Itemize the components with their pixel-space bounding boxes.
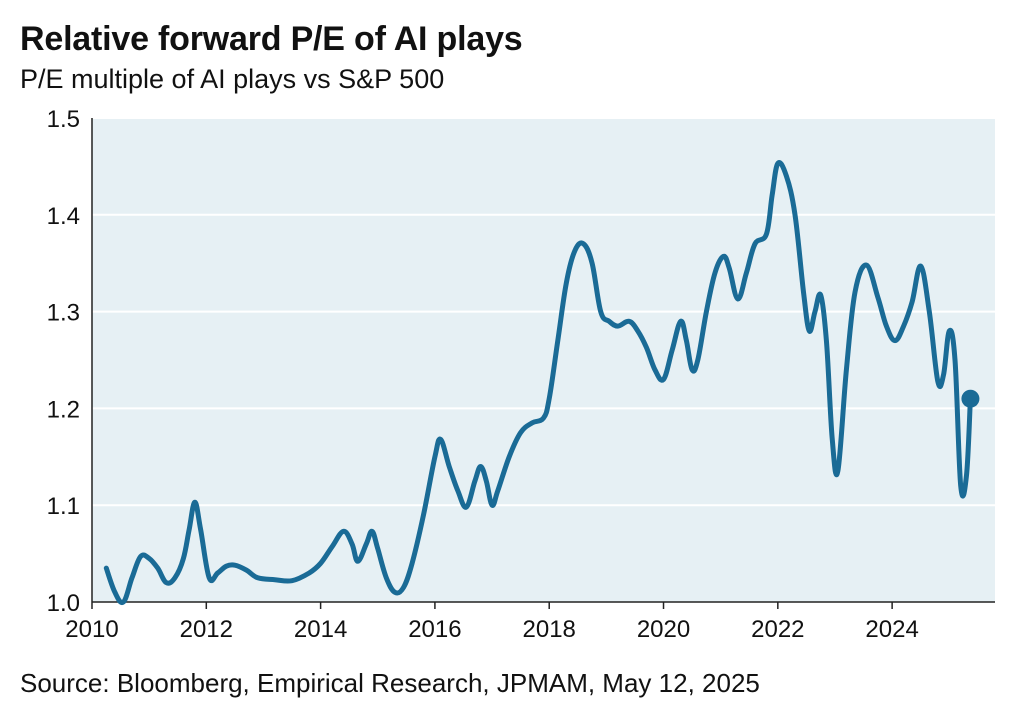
source-note: Source: Bloomberg, Empirical Research, J… xyxy=(20,668,760,698)
chart-subtitle: P/E multiple of AI plays vs S&P 500 xyxy=(20,64,445,94)
y-axis-tick-labels: 1.0 1.1 1.2 1.3 1.4 1.5 xyxy=(47,106,80,617)
x-tick-label: 2022 xyxy=(751,616,804,643)
series-line xyxy=(103,160,973,606)
x-tick-label: 2018 xyxy=(523,616,576,643)
x-tick-label: 2014 xyxy=(294,616,347,643)
x-tick-label: 2010 xyxy=(65,616,118,643)
x-tick-label: 2024 xyxy=(865,616,918,643)
series-end-marker xyxy=(961,389,980,408)
y-tick-label: 1.4 xyxy=(47,203,80,230)
y-tick-label: 1.3 xyxy=(47,300,80,327)
y-tick-label: 1.5 xyxy=(47,106,80,133)
x-axis-tick-labels: 2010 2012 2014 2016 2018 2020 2022 2024 xyxy=(65,616,919,643)
plot-area xyxy=(92,118,995,602)
y-tick-label: 1.1 xyxy=(47,493,80,520)
chart-title: Relative forward P/E of AI plays xyxy=(20,20,523,58)
x-tick-label: 2020 xyxy=(637,616,690,643)
x-tick-label: 2012 xyxy=(180,616,233,643)
x-tick-label: 2016 xyxy=(408,616,461,643)
y-tick-label: 1.0 xyxy=(47,590,80,617)
x-axis-tick-marks xyxy=(91,602,893,609)
y-tick-label: 1.2 xyxy=(47,396,80,423)
